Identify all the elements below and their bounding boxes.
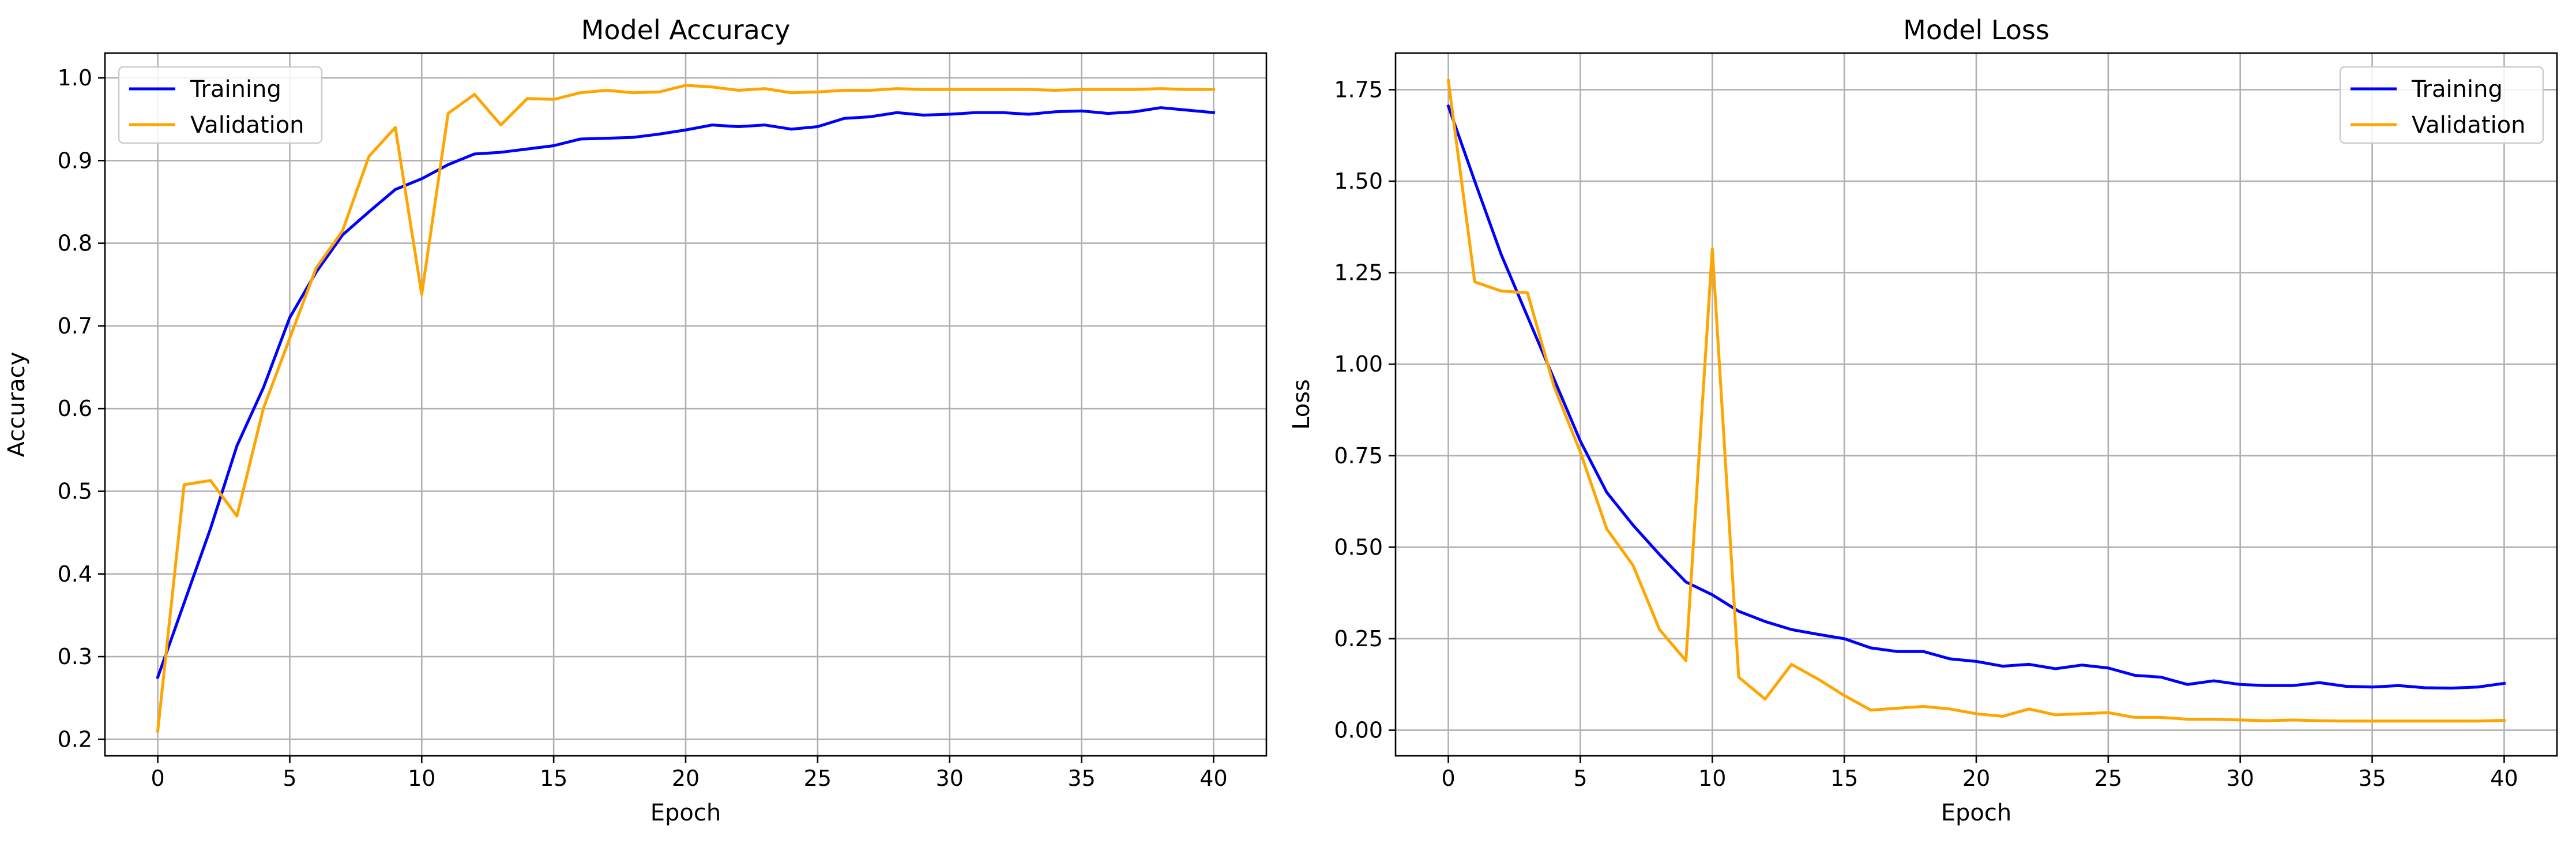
loss-y-tick-label: 0.50 xyxy=(1334,534,1383,560)
loss-x-tick-label: 20 xyxy=(1962,766,1990,791)
loss-x-tick-label: 15 xyxy=(1830,766,1858,791)
loss-y-tick-label: 1.50 xyxy=(1334,168,1383,194)
loss-x-tick-label: 40 xyxy=(2490,766,2518,791)
accuracy-x-tick-label: 5 xyxy=(283,766,296,791)
accuracy-y-tick-label: 1.0 xyxy=(58,65,92,91)
accuracy-series-training-line xyxy=(156,106,1216,680)
accuracy-legend-label-validation: Validation xyxy=(190,112,304,138)
loss-y-tick-label: 1.00 xyxy=(1334,351,1383,377)
loss-y-tick-label: 0.75 xyxy=(1334,443,1383,469)
loss-series-validation-line xyxy=(1446,78,2506,723)
loss-legend: Training Validation xyxy=(2339,66,2544,144)
loss-x-tick-label: 0 xyxy=(1441,766,1455,791)
accuracy-legend-label-training: Training xyxy=(190,76,281,103)
accuracy-y-axis-label: Accuracy xyxy=(3,352,30,458)
accuracy-y-tick-label: 0.6 xyxy=(58,396,92,421)
accuracy-x-tick-label: 10 xyxy=(408,766,435,791)
accuracy-chart: 0 5 10 15 20 25 30 35 40 0.2 0.3 0.4 0.5 0.6 0.7 0.8 0.9… xyxy=(3,14,1268,826)
accuracy-x-tick-label: 25 xyxy=(804,766,832,791)
accuracy-x-tick-label: 15 xyxy=(540,766,567,791)
accuracy-x-tick-label: 20 xyxy=(672,766,700,791)
loss-chart-title: Model Loss xyxy=(1903,14,2049,46)
loss-x-tick-label: 10 xyxy=(1698,766,1726,791)
loss-y-tick-label: 1.75 xyxy=(1334,77,1383,102)
accuracy-y-tick-label: 0.5 xyxy=(58,478,92,504)
loss-y-tick-label: 0.00 xyxy=(1334,718,1383,743)
loss-x-tick-label: 25 xyxy=(2094,766,2122,791)
accuracy-x-tick-label: 35 xyxy=(1067,766,1095,791)
loss-legend-label-validation: Validation xyxy=(2412,112,2526,138)
accuracy-y-tick-label: 0.9 xyxy=(58,148,92,173)
loss-x-tick-label: 5 xyxy=(1573,766,1587,791)
loss-chart: 0 5 10 15 20 25 30 35 40 0.00 0.25 0.50 0.75 1.00 1.25… xyxy=(1288,14,2558,826)
loss-x-tick-label: 35 xyxy=(2358,766,2386,791)
accuracy-legend: Training Validation xyxy=(118,66,323,144)
loss-x-tick-label: 30 xyxy=(2227,766,2254,791)
loss-y-tick-label: 1.25 xyxy=(1334,260,1383,286)
loss-y-tick-label: 0.25 xyxy=(1334,626,1383,651)
accuracy-y-tick-label: 0.4 xyxy=(58,561,92,587)
accuracy-x-tick-label: 0 xyxy=(151,766,164,791)
accuracy-chart-title: Model Accuracy xyxy=(581,14,791,46)
loss-series-training-line xyxy=(1446,104,2506,690)
accuracy-axes-frame xyxy=(104,52,1268,757)
accuracy-x-tick-label: 30 xyxy=(936,766,964,791)
accuracy-y-tick-label: 0.8 xyxy=(58,231,92,256)
loss-axes-frame xyxy=(1394,52,2558,757)
accuracy-y-tick-label: 0.2 xyxy=(58,726,92,752)
accuracy-x-axis-label: Epoch xyxy=(650,800,721,826)
loss-legend-label-training: Training xyxy=(2411,76,2503,103)
accuracy-y-tick-label: 0.3 xyxy=(58,644,92,669)
accuracy-x-tick-label: 40 xyxy=(1199,766,1227,791)
accuracy-y-tick-label: 0.7 xyxy=(58,313,92,339)
loss-x-axis-label: Epoch xyxy=(1941,800,2011,826)
accuracy-series-validation-line xyxy=(156,84,1215,733)
loss-y-axis-label: Loss xyxy=(1288,379,1315,430)
